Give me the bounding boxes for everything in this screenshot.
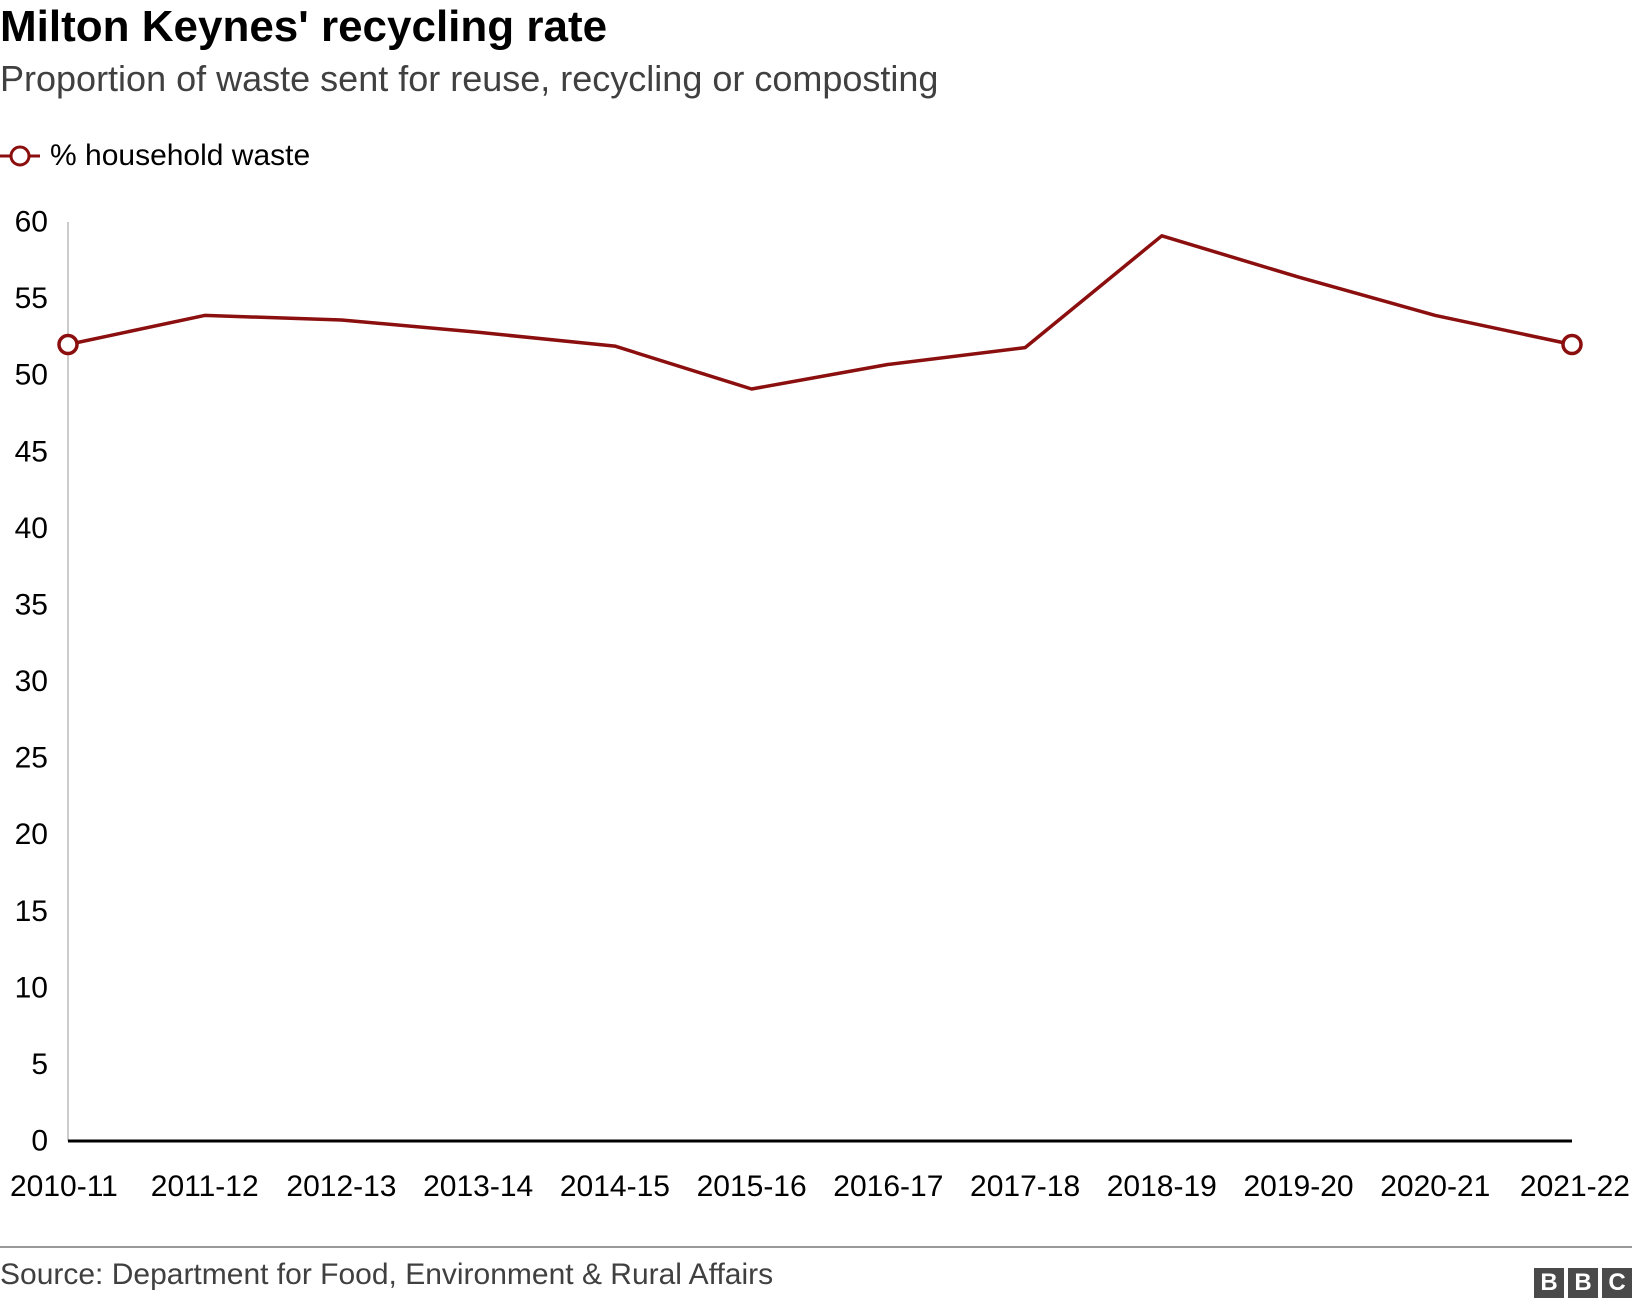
y-tick-label: 40 (15, 512, 48, 545)
data-point (57, 333, 79, 356)
data-point (1561, 333, 1583, 356)
y-tick-label: 25 (15, 742, 48, 775)
y-tick-label: 0 (31, 1125, 48, 1158)
y-tick-label: 35 (15, 588, 48, 621)
x-tick-label: 2010-11 (10, 1170, 118, 1203)
y-tick-label: 45 (15, 435, 48, 468)
bbc-logo-letter: B (1534, 1268, 1564, 1298)
y-tick-label: 10 (15, 971, 48, 1004)
y-tick-label: 55 (15, 282, 48, 315)
bbc-logo-letter: C (1602, 1268, 1632, 1298)
bbc-logo-letter: B (1568, 1268, 1598, 1298)
legend: % household waste (0, 136, 310, 176)
series-group (57, 234, 1583, 391)
y-tick-label: 15 (15, 895, 48, 928)
y-tick-label: 30 (15, 665, 48, 698)
x-tick-label: 2019-20 (1243, 1170, 1353, 1203)
x-tick-label: 2011-12 (151, 1170, 259, 1203)
x-tick-label: 2013-14 (423, 1170, 533, 1203)
legend-marker-icon (0, 145, 40, 167)
x-tick-label: 2017-18 (970, 1170, 1080, 1203)
x-tick-label: 2015-16 (697, 1170, 807, 1203)
x-tick-label: 2021-22 (1520, 1170, 1630, 1203)
x-tick-label: 2014-15 (560, 1170, 670, 1203)
bbc-logo: B B C (1534, 1268, 1632, 1298)
y-tick-label: 20 (15, 818, 48, 851)
y-tick-label: 50 (15, 359, 48, 392)
chart-title: Milton Keynes' recycling rate (0, 2, 608, 51)
source-note: Source: Department for Food, Environment… (0, 1258, 774, 1291)
x-tick-label: 2012-13 (286, 1170, 396, 1203)
x-axis-ticks: 2010-11 2011-12 2012-13 2013-14 2014-15 2015-… (10, 1170, 1630, 1203)
x-tick-label: 2016-17 (833, 1170, 943, 1203)
x-tick-label: 2018-19 (1107, 1170, 1217, 1203)
y-tick-label: 5 (31, 1048, 48, 1081)
series-line (67, 234, 1573, 391)
x-tick-label: 2020-21 (1380, 1170, 1490, 1203)
footer-divider (0, 1246, 1632, 1248)
y-tick-label: 60 (15, 206, 48, 239)
chart-subtitle: Proportion of waste sent for reuse, recy… (0, 58, 939, 99)
legend-label: % household waste (50, 139, 311, 172)
y-axis-ticks: 0 5 10 15 20 25 30 35 40 45 50 55 60 (15, 206, 48, 1158)
